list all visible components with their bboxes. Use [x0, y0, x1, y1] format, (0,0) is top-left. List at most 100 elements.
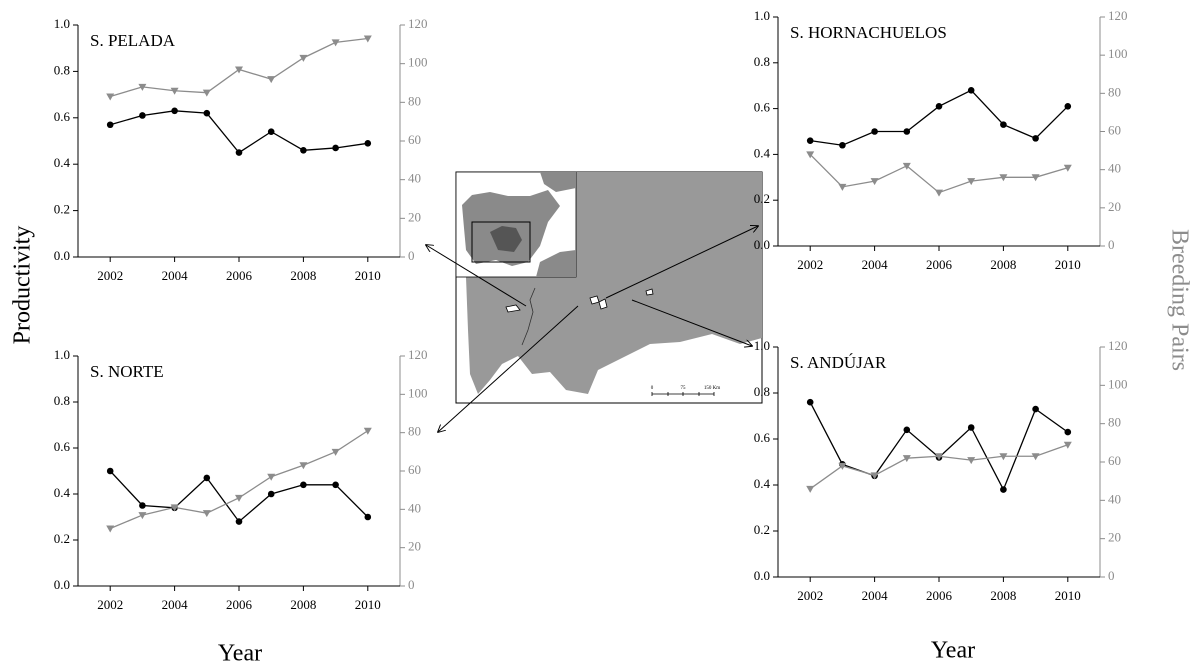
y-axis-title: Productivity — [10, 226, 36, 345]
x-tick-label: 2002 — [797, 257, 823, 272]
x-tick-label: 2008 — [290, 268, 316, 283]
x-tick-label: 2008 — [990, 257, 1016, 272]
y2-tick-label: 0 — [1108, 237, 1115, 252]
y2-tick-label: 60 — [408, 132, 421, 147]
point — [267, 128, 275, 136]
y-tick-label: 0.2 — [54, 202, 70, 217]
y2-tick-label: 40 — [1108, 491, 1121, 506]
y2-tick-label: 40 — [408, 500, 421, 515]
x-tick-label: 2006 — [226, 268, 253, 283]
x-tick-label: 2010 — [355, 268, 381, 283]
point — [267, 473, 276, 481]
x-tick-label: 2008 — [290, 597, 316, 612]
y2-tick-label: 20 — [408, 539, 421, 554]
land — [466, 172, 762, 394]
y-tick-label: 1.0 — [54, 16, 70, 31]
y2-tick-label: 100 — [408, 55, 428, 70]
point — [935, 189, 943, 197]
y2-tick-label: 120 — [1108, 338, 1128, 353]
x-tick-label: 2008 — [990, 588, 1016, 603]
point — [902, 455, 911, 463]
colony — [598, 298, 608, 310]
y-tick-label: 0.0 — [54, 577, 70, 592]
y2-tick-label: 20 — [1108, 199, 1121, 214]
point — [331, 448, 340, 456]
point — [1000, 121, 1007, 128]
point — [999, 174, 1008, 182]
chart-title: S. ANDÚJAR — [790, 353, 887, 372]
y2-tick-label: 0 — [408, 577, 415, 592]
y-tick-label: 0.8 — [754, 384, 770, 399]
point — [300, 481, 307, 489]
x-tick-label: 2004 — [862, 588, 889, 603]
y-tick-label: 0.6 — [54, 439, 71, 454]
y-tick-label: 0.6 — [54, 109, 71, 124]
point — [332, 144, 339, 152]
y-tick-label: 0.0 — [754, 568, 770, 583]
colony — [645, 288, 654, 296]
point — [170, 504, 179, 512]
chart-title: S. HORNACHUELOS — [790, 23, 947, 42]
point — [332, 481, 339, 489]
y2-tick-label: 120 — [1108, 8, 1128, 23]
arrow — [631, 299, 752, 346]
y2-tick-label: 120 — [408, 347, 428, 362]
y-tick-label: 0.2 — [754, 522, 770, 537]
point — [202, 510, 211, 518]
y-tick-label: 0.0 — [754, 237, 770, 252]
y2-tick-label: 20 — [1108, 530, 1121, 545]
point — [1000, 486, 1007, 493]
y2-tick-label: 80 — [408, 424, 421, 439]
point — [902, 162, 911, 170]
x-tick-label: 2002 — [797, 588, 823, 603]
y-tick-label: 0.2 — [54, 531, 70, 546]
point — [1031, 453, 1040, 461]
colony — [589, 295, 600, 305]
point — [1064, 103, 1072, 110]
point — [806, 398, 814, 406]
y2-axis-title: Breeding Pairs — [1166, 229, 1192, 371]
series-line — [810, 89, 1069, 146]
x-tick-label: 2006 — [226, 597, 253, 612]
point — [235, 494, 243, 502]
y-tick-label: 1.0 — [754, 8, 770, 23]
point — [806, 485, 815, 493]
y2-tick-label: 60 — [1108, 453, 1121, 468]
point — [235, 149, 243, 156]
series-line — [809, 401, 1069, 492]
point — [999, 453, 1008, 461]
y-tick-label: 0.0 — [54, 248, 70, 263]
series-line — [809, 153, 1068, 194]
colony — [505, 304, 521, 313]
arrow — [605, 226, 758, 299]
y2-tick-label: 80 — [1108, 84, 1121, 99]
scale-label: 75 — [681, 386, 687, 391]
point — [364, 140, 372, 147]
point — [838, 462, 847, 470]
y2-tick-label: 0 — [1108, 568, 1115, 583]
point — [171, 107, 178, 115]
y2-tick-label: 60 — [408, 462, 421, 477]
arrow — [438, 305, 579, 432]
y-tick-label: 1.0 — [54, 347, 70, 362]
point — [364, 513, 372, 521]
y-tick-label: 0.8 — [754, 54, 770, 69]
point — [331, 39, 340, 47]
point — [903, 426, 911, 434]
point — [1063, 441, 1072, 449]
point — [106, 93, 115, 101]
point — [267, 490, 275, 498]
y-tick-label: 1.0 — [754, 338, 770, 353]
x-tick-label: 2004 — [162, 268, 189, 283]
point — [235, 518, 243, 525]
point — [139, 112, 146, 119]
point — [935, 453, 943, 461]
x-axis-title: Year — [931, 638, 975, 664]
point — [203, 109, 211, 117]
point — [363, 35, 372, 43]
arrows — [426, 226, 758, 432]
y-tick-label: 0.6 — [754, 100, 771, 115]
arrow — [426, 245, 527, 307]
point — [806, 137, 814, 144]
